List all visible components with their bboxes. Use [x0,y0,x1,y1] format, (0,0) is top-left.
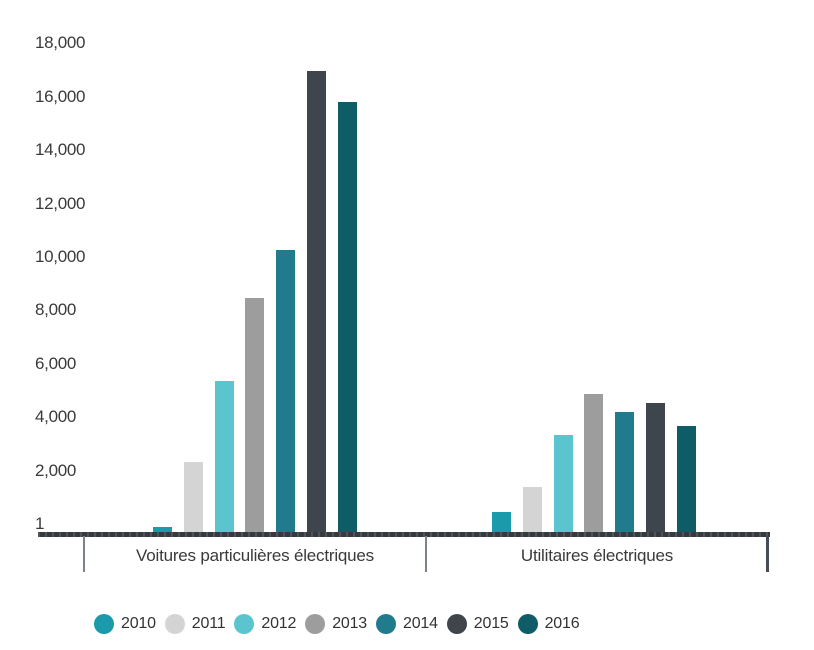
bar-2014-group1 [276,250,296,532]
y-tick-label-18000: 18,000 [35,33,86,53]
legend-label-2015: 2015 [473,615,509,632]
category-label-voitures-particulieres: Voitures particulières électriques [136,546,374,565]
bar-2015-group2 [646,402,665,532]
legend-label-2011: 2011 [191,615,226,632]
legend-item-2013: 2013 [305,614,367,634]
legend-label-2012: 2012 [261,615,297,632]
legend-label-2014: 2014 [403,615,438,632]
bar-2014-group2 [615,411,635,532]
bar-2011-group1 [183,461,203,532]
bar-2015-group1 [307,70,326,532]
legend-swatch-icon-2014 [376,614,396,634]
legend-label-2013: 2013 [332,615,367,632]
legend-item-2014: 2014 [376,614,438,634]
legend-swatch-icon-2013 [305,614,326,634]
category-divider-middle [425,536,427,572]
bar-2012-group2 [553,434,573,532]
y-tick-label-10000: 10,000 [35,247,86,266]
y-tick-label-16000: 16,000 [35,86,86,106]
legend-item-2012: 2012 [234,614,296,634]
x-axis-line [38,532,770,537]
legend-swatch-icon-2010 [94,614,114,634]
legend-item-2010: 2010 [94,614,156,634]
y-tick-label-8000: 8,000 [35,300,77,320]
bar-2016-group1 [337,102,357,532]
legend-item-2015: 2015 [446,614,509,634]
bar-2010-group1 [153,527,172,532]
category-divider-left [83,536,85,572]
y-tick-label-1: 1 [35,513,45,533]
legend-swatch-icon-2012 [234,614,255,634]
bar-2013-group1 [245,297,265,532]
legend-label-2016: 2016 [544,615,580,632]
legend-item-2016: 2016 [517,614,580,634]
bar-2011-group2 [522,487,542,532]
legend-item-2011: 2011 [164,614,226,634]
category-label-utilitaires: Utilitaires électriques [520,546,674,565]
bar-2010-group2 [492,511,511,532]
legend-swatch-icon-2011 [164,614,185,634]
category-divider-right [766,536,769,572]
bar-2012-group1 [214,380,234,532]
bar-2016-group2 [676,426,696,532]
y-tick-label-6000: 6,000 [35,353,77,373]
y-tick-label-14000: 14,000 [35,140,86,160]
legend: 2010 2011 2012 2013 2014 2015 2016 [94,611,580,637]
legend-swatch-icon-2015 [446,614,467,634]
legend-label-2010: 2010 [121,615,156,632]
y-tick-label-2000: 2,000 [35,460,77,480]
y-tick-label-4000: 4,000 [35,407,77,427]
y-tick-label-12000: 12,000 [35,193,86,213]
bar-2013-group2 [584,393,604,532]
legend-swatch-icon-2016 [517,614,538,634]
